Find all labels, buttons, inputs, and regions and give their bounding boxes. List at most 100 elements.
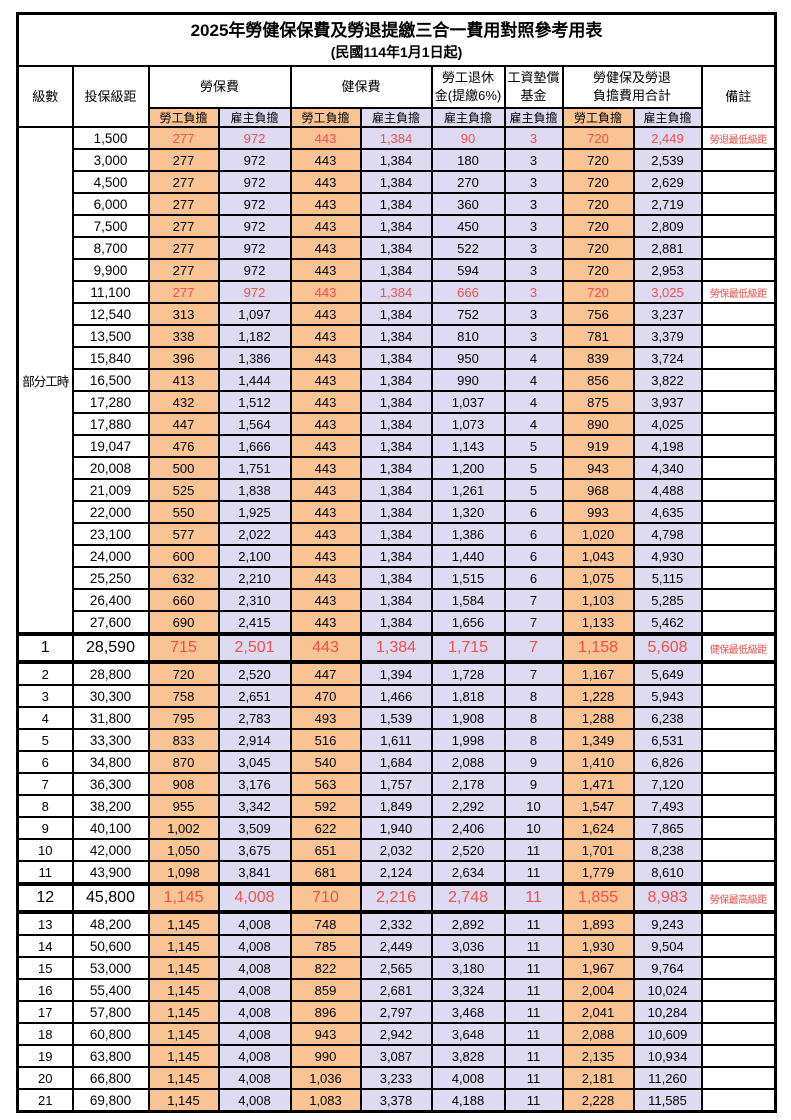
cell-total-employer: 2,953 [632, 258, 703, 282]
cell-labor-employee: 525 [147, 478, 220, 502]
cell-wage-fund-employer: 4 [503, 390, 564, 414]
cell-pension-employer: 3,324 [430, 978, 506, 1002]
table-row: 13 48,200 1,145 4,008 748 2,332 2,892 11 1,893 9,… [16, 911, 777, 936]
cell-total-employee: 875 [561, 390, 635, 414]
cell-total-employer: 4,198 [632, 434, 703, 458]
cell-labor-employer: 4,008 [217, 978, 292, 1002]
cell-total-employee: 1,624 [561, 816, 635, 840]
cell-health-employee: 563 [289, 772, 362, 796]
page-subtitle: (民國114年1月1日起) [330, 43, 463, 60]
cell-note [700, 390, 777, 414]
cell-labor-employer: 3,675 [217, 838, 292, 862]
cell-pension-employer: 2,292 [430, 794, 506, 818]
cell-health-employer: 1,384 [359, 478, 433, 502]
cell-total-employee: 1,133 [561, 610, 635, 635]
cell-labor-employer: 972 [217, 236, 292, 260]
cell-level: 10 [16, 838, 74, 862]
cell-total-employer: 6,531 [632, 728, 703, 752]
cell-labor-employer: 2,783 [217, 706, 292, 730]
cell-pension-employer: 3,828 [430, 1044, 506, 1068]
cell-labor-employee: 1,145 [147, 1000, 220, 1024]
cell-health-employee: 470 [289, 684, 362, 708]
cell-total-employer: 5,462 [632, 610, 703, 635]
col-header-pension: 勞工退休 金(提繳6%) [430, 65, 506, 109]
cell-level: 12 [16, 882, 74, 914]
cell-labor-employer: 4,008 [217, 1088, 292, 1113]
cell-health-employer: 1,384 [359, 324, 433, 348]
table-row: 1 28,590 715 2,501 443 1,384 1,715 7 1,158 5,608 健… [16, 632, 777, 664]
cell-health-employee: 710 [289, 882, 362, 914]
table-row: 23,100 577 2,022 443 1,384 1,386 6 1,020 4,798 [18, 522, 777, 546]
cell-note [700, 588, 777, 612]
table-row: 5 33,300 833 2,914 516 1,611 1,998 8 1,349 6,531 [16, 728, 777, 752]
cell-total-employee: 720 [561, 126, 635, 150]
cell-total-employer: 7,120 [632, 772, 703, 796]
cell-health-employee: 443 [289, 280, 362, 304]
table-row: 12,540 313 1,097 443 1,384 752 3 756 3,237 [18, 302, 777, 326]
cell-bracket: 40,100 [71, 816, 150, 840]
cell-health-employer: 1,384 [359, 588, 433, 612]
cell-bracket: 21,009 [71, 478, 150, 502]
cell-labor-employee: 720 [147, 661, 220, 686]
cell-note [700, 750, 777, 774]
cell-health-employee: 443 [289, 192, 362, 216]
cell-wage-fund-employer: 6 [503, 522, 564, 546]
cell-wage-fund-employer: 10 [503, 794, 564, 818]
table-row: 19,047 476 1,666 443 1,384 1,143 5 919 4,198 [18, 434, 777, 458]
cell-total-employer: 9,764 [632, 956, 703, 980]
cell-health-employee: 859 [289, 978, 362, 1002]
cell-labor-employee: 577 [147, 522, 220, 546]
cell-note [700, 978, 777, 1002]
cell-health-employer: 1,384 [359, 456, 433, 480]
cell-total-employee: 2,088 [561, 1022, 635, 1046]
cell-labor-employee: 660 [147, 588, 220, 612]
cell-bracket: 11,100 [71, 280, 150, 304]
cell-level: 15 [16, 956, 74, 980]
cell-health-employer: 1,384 [359, 258, 433, 282]
cell-level: 14 [16, 934, 74, 958]
cell-health-employer: 1,394 [359, 661, 433, 686]
cell-total-employee: 1,930 [561, 934, 635, 958]
cell-labor-employee: 1,145 [147, 1088, 220, 1113]
cell-wage-fund-employer: 5 [503, 434, 564, 458]
cell-pension-employer: 1,200 [430, 456, 506, 480]
subheader-health-employee: 勞工負擔 [289, 107, 362, 128]
table-row: 6,000 277 972 443 1,384 360 3 720 2,719 [18, 192, 777, 216]
cell-pension-employer: 2,748 [430, 882, 506, 914]
cell-total-employer: 3,237 [632, 302, 703, 326]
cell-labor-employer: 2,100 [217, 544, 292, 568]
cell-wage-fund-employer: 3 [503, 258, 564, 282]
table-row: 16 55,400 1,145 4,008 859 2,681 3,324 11 2,004 10… [16, 978, 777, 1002]
cell-wage-fund-employer: 7 [503, 610, 564, 635]
subheader-total-employer: 雇主負擔 [632, 107, 703, 128]
premium-reference-table: 2025年勞健保保費及勞退提繳三合一費用對照參考用表 (民國114年1月1日起)… [16, 12, 778, 1113]
cell-level: 9 [16, 816, 74, 840]
cell-health-employer: 1,611 [359, 728, 433, 752]
cell-pension-employer: 450 [430, 214, 506, 238]
cell-labor-employer: 2,022 [217, 522, 292, 546]
col-header-labor-insurance: 勞保費 [147, 65, 292, 109]
cell-note [700, 236, 777, 260]
col-header-bracket: 投保級距 [71, 65, 150, 128]
cell-labor-employee: 476 [147, 434, 220, 458]
cell-labor-employee: 313 [147, 302, 220, 326]
pension-header-line1: 勞工退休 [441, 70, 494, 86]
cell-labor-employee: 447 [147, 412, 220, 436]
cell-health-employer: 1,757 [359, 772, 433, 796]
cell-wage-fund-employer: 11 [503, 1088, 564, 1113]
cell-note [700, 148, 777, 172]
cell-bracket: 26,400 [71, 588, 150, 612]
cell-pension-employer: 1,037 [430, 390, 506, 414]
cell-total-employer: 10,284 [632, 1000, 703, 1024]
cell-total-employer: 4,025 [632, 412, 703, 436]
cell-labor-employee: 758 [147, 684, 220, 708]
table-row: 11 43,900 1,098 3,841 681 2,124 2,634 11 1,779 8,… [16, 860, 777, 885]
cell-note [700, 1000, 777, 1024]
cell-total-employer: 4,488 [632, 478, 703, 502]
cell-labor-employer: 1,564 [217, 412, 292, 436]
cell-health-employer: 2,565 [359, 956, 433, 980]
cell-wage-fund-employer: 10 [503, 816, 564, 840]
cell-wage-fund-employer: 9 [503, 750, 564, 774]
table-row: 4,500 277 972 443 1,384 270 3 720 2,629 [18, 170, 777, 194]
cell-bracket: 57,800 [71, 1000, 150, 1024]
